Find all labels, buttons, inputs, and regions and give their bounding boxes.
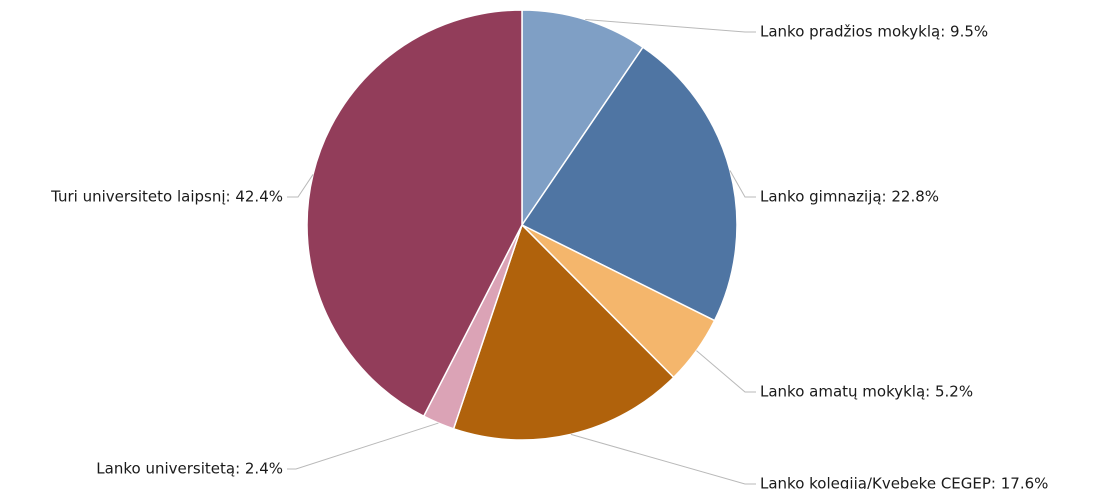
pie-slices: [306, 9, 738, 441]
leader-line-2: [729, 170, 756, 198]
slice-labels: Lanko pradžios mokyklą: 9.5% Lanko gimnaz…: [50, 23, 1048, 489]
leader-line-6: [287, 174, 314, 198]
leader-lines: [287, 19, 756, 485]
pie-slice-2: [520, 46, 738, 322]
slice-label-6: Turi universiteto laipsnį: 42.4%: [50, 188, 283, 206]
slice-label-2: Lanko gimnaziją: 22.8%: [760, 188, 939, 206]
leader-line-4: [570, 433, 756, 485]
leader-line-3: [696, 350, 756, 393]
pie-slice-1: [521, 9, 644, 228]
slice-label-5: Lanko universitetą: 2.4%: [96, 460, 283, 478]
pie-slice-6: [306, 9, 523, 418]
slice-label-4: Lanko kolegiją/Kvebeke CEGEP: 17.6%: [760, 475, 1048, 489]
slice-label-3: Lanko amatų mokyklą: 5.2%: [760, 383, 973, 401]
leader-line-1: [585, 19, 756, 33]
slice-label-1: Lanko pradžios mokyklą: 9.5%: [760, 23, 988, 41]
leader-line-5: [287, 422, 439, 470]
